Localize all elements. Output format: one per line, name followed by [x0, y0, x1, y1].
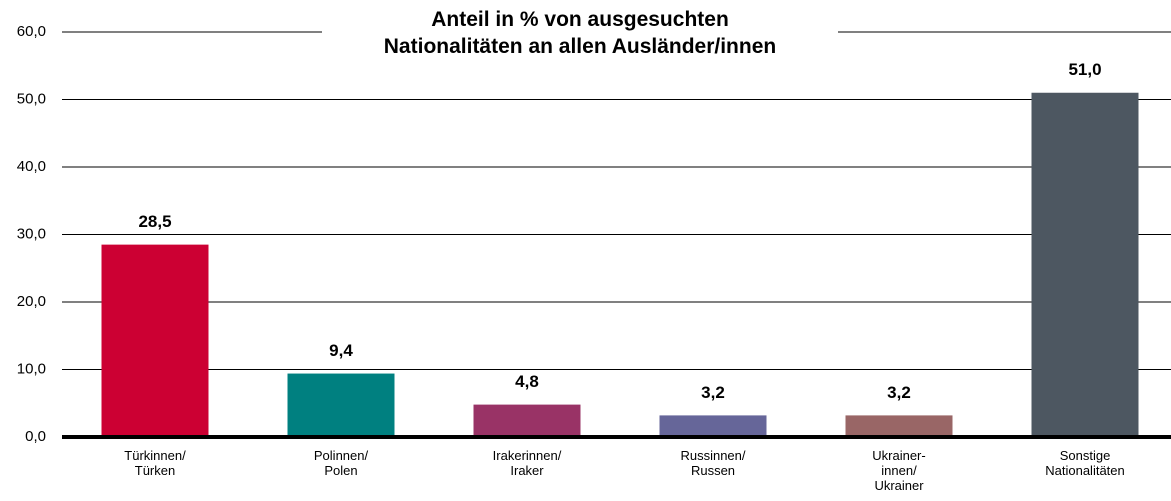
x-tick-label: Türkinnen/ Türken [124, 448, 186, 478]
value-label: 28,5 [138, 212, 171, 231]
y-tick-label: 30,0 [17, 225, 46, 242]
value-label: 3,2 [701, 383, 725, 402]
value-label: 4,8 [515, 372, 539, 391]
bar [101, 244, 209, 437]
x-tick-label: Ukrainer- innen/ Ukrainer [872, 448, 926, 493]
bar [659, 415, 767, 437]
value-label: 3,2 [887, 383, 911, 402]
y-tick-label: 20,0 [17, 293, 46, 310]
y-tick-label: 50,0 [17, 90, 46, 107]
bar [1031, 92, 1139, 437]
value-label: 51,0 [1068, 60, 1101, 79]
bar [287, 373, 395, 437]
chart-title: Anteil in % von ausgesuchten Nationalitä… [322, 6, 838, 60]
y-tick-label: 10,0 [17, 360, 46, 377]
y-tick-label: 0,0 [25, 428, 46, 445]
y-tick-label: 60,0 [17, 23, 46, 40]
x-tick-label: Irakerinnen/ Iraker [492, 448, 562, 478]
x-tick-label: Polinnen/ Polen [313, 448, 369, 478]
y-tick-label: 40,0 [17, 158, 46, 175]
value-label: 9,4 [329, 341, 353, 360]
bar [845, 415, 953, 437]
bar [473, 404, 581, 437]
x-tick-label: Sonstige Nationalitäten [1045, 448, 1125, 478]
x-tick-label: Russinnen/ Russen [680, 448, 746, 478]
